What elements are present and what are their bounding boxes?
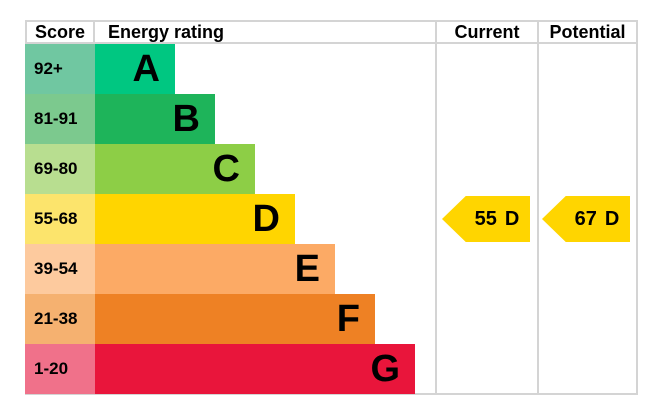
- current-score-value: 55: [474, 207, 497, 230]
- current-column-divider: [435, 44, 437, 393]
- epc-body: 92+ A 81-91 B 69-80 C 55-68 D 39-54 E 21…: [25, 44, 638, 395]
- table-right-border: [636, 44, 638, 393]
- rating-bar: B: [95, 94, 215, 144]
- epc-chart: Score Energy rating Current Potential 92…: [25, 20, 638, 395]
- rating-letter: B: [172, 98, 200, 140]
- current-rating-arrow: 55 D: [442, 196, 530, 242]
- score-cell: 69-80: [25, 144, 95, 194]
- rating-bar: G: [95, 344, 415, 394]
- band-rows: 92+ A 81-91 B 69-80 C 55-68 D 39-54 E 21…: [25, 44, 415, 394]
- band-row: 69-80 C: [25, 144, 415, 194]
- potential-score-value: 67: [574, 207, 597, 230]
- score-cell: 55-68: [25, 194, 95, 244]
- rating-letter: C: [212, 148, 240, 190]
- band-row: 1-20 G: [25, 344, 415, 394]
- rating-letter: F: [336, 298, 360, 340]
- band-row: 55-68 D: [25, 194, 415, 244]
- header-energy-rating: Energy rating: [108, 22, 225, 42]
- epc-header-row: Score Energy rating Current Potential: [25, 20, 638, 44]
- rating-letter: D: [252, 198, 280, 240]
- potential-rating-arrow: 67 D: [542, 196, 630, 242]
- rating-bar: F: [95, 294, 375, 344]
- header-current: Current: [435, 22, 537, 42]
- score-cell: 81-91: [25, 94, 95, 144]
- header-potential: Potential: [537, 22, 638, 42]
- band-row: 92+ A: [25, 44, 415, 94]
- rating-letter: A: [132, 48, 160, 90]
- potential-column-divider: [537, 44, 539, 393]
- band-row: 81-91 B: [25, 94, 415, 144]
- band-row: 39-54 E: [25, 244, 415, 294]
- header-score: Score: [25, 22, 95, 42]
- score-cell: 92+: [25, 44, 95, 94]
- rating-bar: A: [95, 44, 175, 94]
- current-rating-letter: D: [504, 207, 520, 230]
- rating-bar: E: [95, 244, 335, 294]
- score-cell: 21-38: [25, 294, 95, 344]
- score-cell: 1-20: [25, 344, 95, 394]
- band-row: 21-38 F: [25, 294, 415, 344]
- rating-letter: G: [370, 348, 400, 390]
- rating-letter: E: [294, 248, 320, 290]
- score-cell: 39-54: [25, 244, 95, 294]
- potential-rating-letter: D: [604, 207, 620, 230]
- rating-bar: C: [95, 144, 255, 194]
- rating-bar: D: [95, 194, 295, 244]
